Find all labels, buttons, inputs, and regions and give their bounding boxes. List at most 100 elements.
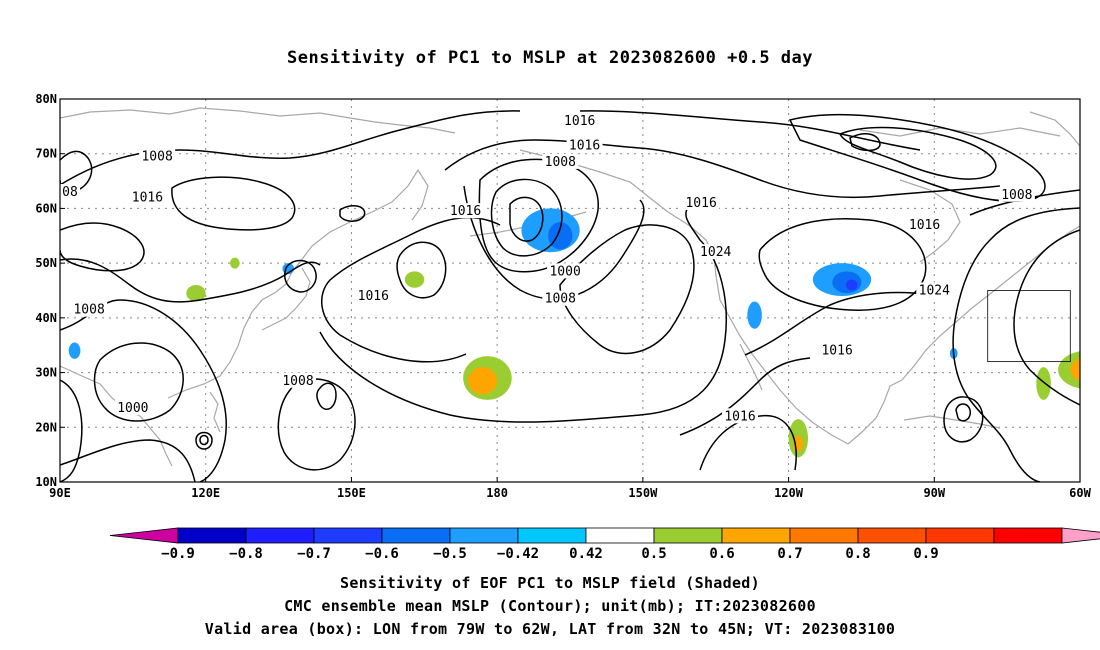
contour-label-bg [683, 194, 720, 210]
contour-label: 1016 [358, 289, 389, 304]
contour-line [339, 204, 366, 222]
contour-line [60, 379, 83, 482]
lat-tick-label: 50N [35, 256, 57, 270]
contour-label: 1024 [700, 245, 731, 260]
coastline-canada-arctic [859, 127, 1061, 137]
lat-tick-label: 60N [35, 201, 57, 215]
colorbar-segment [721, 527, 791, 544]
contour-label: 1016 [909, 218, 940, 233]
lon-tick-label: 90W [923, 486, 945, 500]
coastline-siberia-arctic [60, 107, 456, 134]
contour-label: 1008 [141, 149, 172, 164]
lat-tick-label: 20N [35, 420, 57, 434]
colorbar-segment [177, 527, 247, 544]
contour-label: 1008 [545, 292, 576, 307]
sensitivity-patch [1058, 351, 1080, 389]
valid-area-box [987, 290, 1071, 363]
contour-line [60, 258, 321, 303]
lat-tick-label: 80N [35, 92, 57, 106]
map-frame [59, 98, 1081, 483]
colorbar-segment [313, 527, 383, 544]
colorbar-label: 0.6 [709, 546, 734, 562]
contour-line [60, 222, 145, 272]
contour-line [171, 176, 296, 231]
sensitivity-patch [747, 301, 762, 329]
contour-label-bg [566, 137, 603, 153]
sensitivity-patch [548, 222, 573, 250]
contour-line [758, 218, 927, 311]
contour-label-bg [355, 287, 392, 303]
contour-label-bg [139, 148, 176, 164]
contour-line [319, 204, 728, 423]
colorbar-segment [517, 527, 587, 544]
coastline-greenland [1029, 111, 1080, 147]
contour-label: 1008 [1001, 188, 1032, 203]
colorbar-label: −0.6 [365, 546, 399, 562]
lon-tick-label: 150E [337, 486, 366, 500]
caption-line-1: Sensitivity of EOF PC1 to MSLP field (Sh… [340, 574, 760, 592]
contour-line [788, 113, 1046, 203]
contour-label-bg [280, 372, 316, 388]
contour-label: 1008 [545, 155, 576, 170]
contour-label: 1024 [919, 284, 950, 299]
contour-line [679, 357, 811, 436]
sensitivity-patch [186, 285, 206, 302]
contour-line [559, 224, 695, 355]
colorbar-label: 0.5 [641, 546, 666, 562]
contour-label-bg [561, 112, 598, 128]
colorbar-label: 0.42 [569, 546, 603, 562]
colorbar-segment [925, 527, 995, 544]
contour-line [509, 196, 544, 242]
colorbar-segment [993, 527, 1063, 544]
caption-line-2: CMC ensemble mean MSLP (Contour); unit(m… [284, 597, 816, 615]
contour-line [396, 241, 447, 299]
coastline-baja [739, 343, 763, 391]
lat-tick-label: 40N [35, 311, 57, 325]
coastline-japan [261, 267, 311, 331]
contour-label-bg [722, 408, 758, 424]
contour-label: 1016 [569, 139, 600, 154]
contour-label: 08 [62, 185, 78, 200]
coastline-east-asia [167, 261, 301, 399]
coastline-hudson [899, 179, 961, 263]
contour-label: 1016 [821, 344, 852, 359]
sensitivity-patch [404, 271, 425, 288]
contour-label-bg [542, 153, 579, 169]
colorbar-segment [653, 527, 723, 544]
contour-line [699, 414, 797, 471]
contour-label-bg [906, 216, 943, 232]
sensitivity-patch [845, 279, 858, 291]
lon-tick-label: 180 [486, 486, 508, 500]
contour-label-bg [542, 290, 579, 306]
contour-line [93, 342, 184, 422]
lon-tick-label: 60W [1069, 486, 1091, 500]
contour-label: 1016 [724, 409, 755, 424]
colorbar: −0.9 −0.8 −0.7 −0.6 −0.5 −0.42 0.42 0.5 0.6 0.7 0.… [109, 527, 1100, 562]
chart-title: Sensitivity of PC1 to MSLP at 2023082600… [286, 48, 813, 68]
sensitivity-patch [230, 257, 240, 269]
colorbar-label: 0.8 [845, 546, 870, 562]
colorbar-label: −0.42 [497, 546, 539, 562]
colorbar-segment [245, 527, 315, 544]
colorbar-segment [585, 527, 655, 544]
contour-label: 1000 [549, 264, 580, 279]
contour-label: 1000 [117, 401, 148, 416]
colorbar-left-triangle [109, 527, 179, 544]
sensitivity-patch [468, 367, 498, 395]
sensitivity-patch [1070, 357, 1080, 382]
colorbar-segment [449, 527, 519, 544]
contour-line [955, 403, 971, 422]
contour-line [316, 382, 337, 410]
contour-line [321, 216, 501, 363]
lat-tick-label: 10N [35, 475, 57, 489]
colorbar-label: 0.7 [777, 546, 802, 562]
contour-label-bg [916, 282, 953, 298]
coastline-gulf [847, 379, 903, 445]
contour-label-bg [60, 184, 80, 200]
contour-label-bg [129, 189, 166, 205]
sensitivity-patch [68, 342, 81, 359]
contour-line [284, 259, 317, 293]
caption-line-3: Valid area (box): LON from 79W to 62W, L… [204, 620, 896, 638]
